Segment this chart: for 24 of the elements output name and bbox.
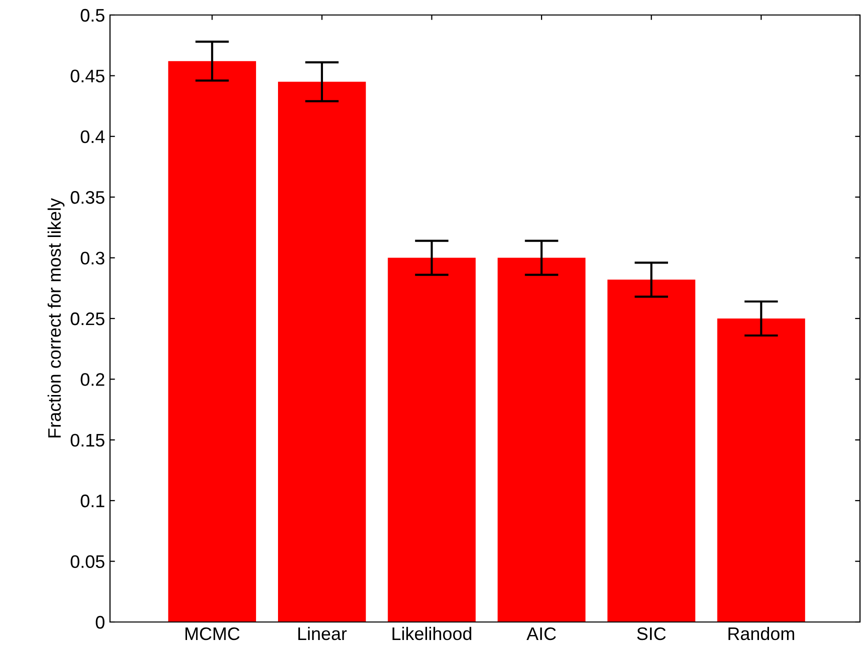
y-tick-label: 0.45 <box>70 70 104 82</box>
y-tick-label: 0.25 <box>70 312 104 326</box>
y-tick-label: 0.5 <box>80 8 104 22</box>
x-tick-label: SIC <box>637 627 666 640</box>
bar <box>388 258 476 622</box>
y-tick-label: 0.05 <box>70 555 104 568</box>
y-tick-label: 0.15 <box>70 434 104 447</box>
y-tick-label: 0 <box>96 616 104 629</box>
y-tick-label: 0.1 <box>80 494 104 508</box>
bar <box>498 258 586 622</box>
bar <box>168 61 256 622</box>
x-tick-label: Linear <box>298 626 347 640</box>
y-axis-title: Fraction correct for most likely <box>48 198 64 438</box>
y-tick-label: 0.35 <box>70 191 104 204</box>
y-tick-label: 0.3 <box>80 252 104 265</box>
x-tick-label: Likelihood <box>392 626 472 640</box>
x-tick-label: AIC <box>526 627 556 640</box>
y-tick-label: 0.4 <box>80 130 105 144</box>
bar <box>607 280 696 622</box>
x-tick-label: Random <box>728 626 794 640</box>
x-tick-label: MCMC <box>186 627 240 640</box>
y-tick-label: 0.2 <box>80 373 104 386</box>
bar <box>717 318 806 622</box>
bar <box>278 82 366 622</box>
